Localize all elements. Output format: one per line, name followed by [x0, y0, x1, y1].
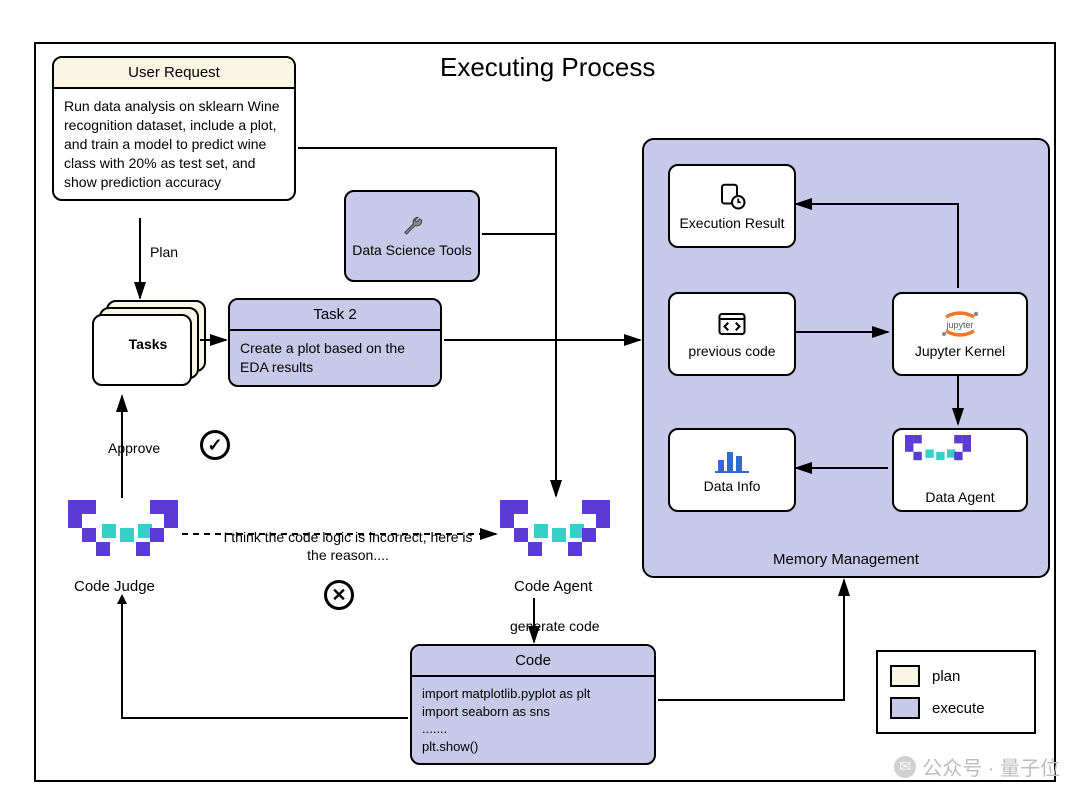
wechat-icon: ✉	[894, 756, 916, 778]
ds-tools-box: Data Science Tools	[344, 190, 480, 282]
bar-chart-icon	[715, 446, 749, 474]
user-request-header: User Request	[54, 58, 294, 89]
user-request-body: Run data analysis on sklearn Wine recogn…	[54, 89, 294, 199]
check-icon: ✓	[200, 430, 230, 460]
reject-icon: ✕	[324, 580, 354, 610]
document-clock-icon	[717, 181, 747, 211]
legend-plan: plan	[890, 665, 1022, 687]
code-body: import matplotlib.pyplot as plt import s…	[412, 677, 654, 763]
task2-body: Create a plot based on the EDA results	[230, 331, 440, 385]
legend-execute: execute	[890, 697, 1022, 719]
code-judge-icon	[68, 500, 178, 560]
jupyter-kernel-node: jupyter Jupyter Kernel	[892, 292, 1028, 376]
wrench-icon	[399, 214, 425, 240]
tasks-label: Tasks	[98, 336, 198, 352]
legend: plan execute	[876, 650, 1036, 734]
task2-header: Task 2	[230, 300, 440, 331]
svg-text:jupyter: jupyter	[945, 320, 973, 330]
previous-code-node: previous code	[668, 292, 796, 376]
code-agent-icon	[500, 500, 610, 560]
memory-panel: Execution Result previous code jupyter J…	[642, 138, 1050, 578]
watermark: ✉ 公众号 · 量子位	[894, 752, 1060, 781]
exec-result-node: Execution Result	[668, 164, 796, 248]
ds-tools-label: Data Science Tools	[352, 242, 472, 258]
user-request-box: User Request Run data analysis on sklear…	[52, 56, 296, 201]
task2-box: Task 2 Create a plot based on the EDA re…	[228, 298, 442, 387]
code-header: Code	[412, 646, 654, 677]
jupyter-icon: jupyter	[938, 309, 982, 339]
data-info-node: Data Info	[668, 428, 796, 512]
feedback-text: I think the code logic is incorrect, her…	[218, 528, 478, 564]
execute-swatch	[890, 697, 920, 719]
memory-title: Memory Management	[644, 551, 1048, 568]
tasks-stack: Tasks	[92, 300, 202, 388]
code-judge-label: Code Judge	[74, 578, 155, 595]
edge-label-plan: Plan	[150, 244, 178, 260]
diagram-title: Executing Process	[440, 52, 655, 83]
plan-swatch	[890, 665, 920, 687]
edge-label-approve: Approve	[108, 440, 160, 456]
code-box: Code import matplotlib.pyplot as plt imp…	[410, 644, 656, 765]
data-agent-node: Data Agent	[892, 428, 1028, 512]
edge-label-generate: generate code	[510, 618, 600, 634]
code-window-icon	[717, 309, 747, 339]
code-agent-label: Code Agent	[514, 578, 592, 595]
